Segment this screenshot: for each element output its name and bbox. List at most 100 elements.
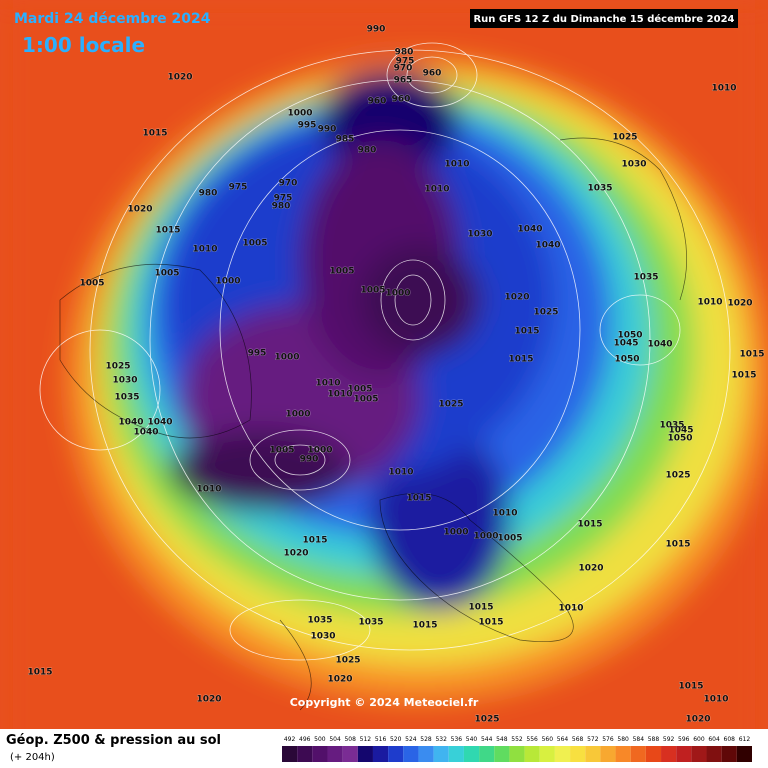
isobar-label: 1010 — [327, 390, 352, 400]
isobar-label: 1000 — [385, 289, 410, 299]
isobar-label: 975 — [229, 183, 248, 193]
isobar-label: 1015 — [577, 520, 602, 530]
isobar-label: 1000 — [285, 410, 310, 420]
isobar-label: 1020 — [167, 73, 192, 83]
isobar-label: 1025 — [335, 656, 360, 666]
isobar-label: 1020 — [578, 564, 603, 574]
isobar-label: 1020 — [727, 299, 752, 309]
run-info: Run GFS 12 Z du Dimanche 15 décembre 202… — [473, 13, 734, 25]
isobar-label: 1035 — [358, 618, 383, 628]
scale-swatch — [691, 746, 707, 762]
scale-swatch — [524, 746, 540, 762]
isobar-label: 1040 — [118, 418, 143, 428]
isobar-label: 1025 — [533, 308, 558, 318]
scale-label: 604 — [708, 736, 720, 743]
isobar-label: 1005 — [347, 385, 372, 395]
scale-label: 576 — [602, 736, 614, 743]
isobar-label: 1005 — [353, 395, 378, 405]
isobar-label: 980 — [358, 146, 377, 156]
map-title: Mardi 24 décembre 2024 — [14, 11, 211, 27]
isobar-label: 1015 — [739, 350, 764, 360]
isobar-label: 980 — [199, 189, 218, 199]
isobar-label: 960 — [368, 97, 387, 107]
isobar-label: 990 — [300, 455, 319, 465]
isobar-label: 1050 — [667, 434, 692, 444]
isobar-label: 1025 — [474, 715, 499, 725]
run-box — [470, 9, 738, 28]
copyright: Copyright © 2024 Meteociel.fr — [290, 696, 479, 709]
isobar-label: 970 — [279, 179, 298, 189]
isobar-label: 1040 — [647, 340, 672, 350]
scale-swatch — [342, 746, 358, 762]
scale-label: 524 — [405, 736, 417, 743]
isobar-label: 1010 — [492, 509, 517, 519]
color-scale: 492 496 500 504 508 512 516 520 524 528 532 536 540 5… — [282, 736, 752, 762]
scale-swatch — [312, 746, 328, 762]
scale-label: 504 — [329, 736, 341, 743]
isobar-label: 1010 — [711, 84, 736, 94]
map-subtitle: 1:00 locale — [22, 33, 145, 57]
isobar-label: 1045 — [668, 426, 693, 436]
isobar-label: 1035 — [659, 421, 684, 431]
scale-label: 564 — [557, 736, 569, 743]
scale-label: 600 — [693, 736, 705, 743]
scale-label: 520 — [390, 736, 402, 743]
scale-swatch — [357, 746, 373, 762]
isobar-label: 1035 — [587, 184, 612, 194]
scale-label: 568 — [572, 736, 584, 743]
isobar-label: 1015 — [302, 536, 327, 546]
isobar-label: 1030 — [310, 632, 335, 642]
scale-label: 492 — [284, 736, 296, 743]
isobar-label: 1000 — [274, 353, 299, 363]
isobar-label: 990 — [318, 125, 337, 135]
isobar-label: 1010 — [315, 379, 340, 389]
scale-label: 560 — [542, 736, 554, 743]
scale-label: 512 — [360, 736, 372, 743]
isobar-label: 1005 — [79, 279, 104, 289]
isobar-label: 1010 — [196, 485, 221, 495]
isobar-label: 1010 — [444, 160, 469, 170]
scale-swatch — [297, 746, 313, 762]
scale-label: 516 — [375, 736, 387, 743]
scale-swatch — [463, 746, 480, 762]
isobars — [39, 42, 731, 661]
scale-label: 612 — [739, 736, 751, 743]
isobar-label: 975 — [396, 57, 415, 67]
isobar-label: 1005 — [360, 286, 385, 296]
scale-label: 572 — [587, 736, 599, 743]
scale-label: 552 — [511, 736, 523, 743]
isobar-label: 1015 — [412, 621, 437, 631]
scale-label: 540 — [466, 736, 478, 743]
product-label: Géop. Z500 & pression au sol — [6, 733, 221, 748]
isobar-label: 1040 — [517, 225, 542, 235]
isobar-label: 1010 — [703, 695, 728, 705]
scale-swatch — [433, 746, 449, 762]
scale-swatch — [630, 746, 646, 762]
scale-swatch — [676, 746, 692, 762]
isobar-label: 1025 — [105, 362, 130, 372]
scale-label: 588 — [648, 736, 660, 743]
isobar-label: 1030 — [112, 376, 137, 386]
isobar-label: 1015 — [731, 371, 756, 381]
scale-swatch — [585, 746, 601, 762]
scale-label: 528 — [420, 736, 432, 743]
isobar-label: 1050 — [617, 331, 642, 341]
isobar-label: 980 — [272, 202, 291, 212]
isobar-label: 1010 — [697, 298, 722, 308]
isobar-label: 1045 — [613, 339, 638, 349]
isobar-label: 1040 — [535, 241, 560, 251]
scale-label: 532 — [435, 736, 447, 743]
isobar-label: 1020 — [283, 549, 308, 559]
isobar-label: 960 — [392, 95, 411, 105]
scale-label: 596 — [678, 736, 690, 743]
isobar-label: 1005 — [329, 267, 354, 277]
isobar-label: 1030 — [621, 160, 646, 170]
isobar-label: 960 — [423, 69, 442, 79]
isobar-label: 1000 — [215, 277, 240, 287]
scale-swatch — [494, 746, 510, 762]
scale-swatch — [388, 746, 404, 762]
scale-swatch — [645, 746, 662, 762]
isobar-label: 1005 — [154, 269, 179, 279]
